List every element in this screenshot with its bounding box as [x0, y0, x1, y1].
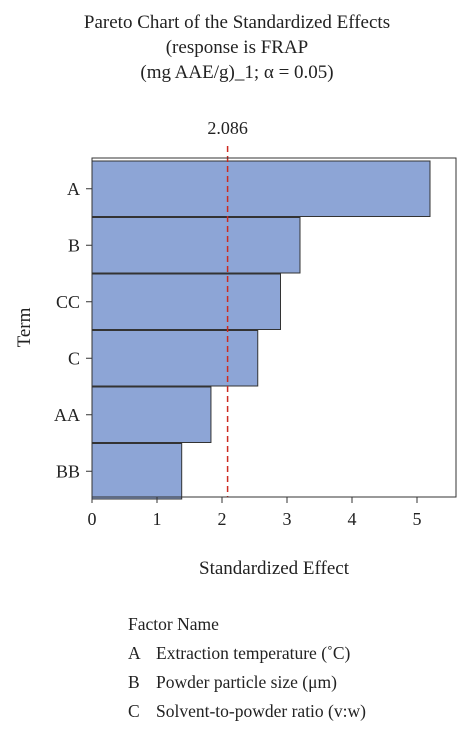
- y-tick-label: A: [67, 179, 80, 199]
- x-axis-label: Standardized Effect: [199, 558, 350, 579]
- bars-layer: [91, 160, 431, 500]
- bar-a: [91, 160, 431, 217]
- chart-title: Pareto Chart of the Standardized Effects…: [0, 10, 474, 85]
- bar-c: [91, 330, 259, 387]
- plot-frame: [91, 157, 457, 498]
- x-axis: 0 1 2 3 4 5: [88, 497, 422, 529]
- y-tick-label: AA: [54, 405, 80, 425]
- legend-item-c: C Solvent-to-powder ratio (v:w): [128, 697, 366, 726]
- x-tick-label: 4: [348, 509, 357, 529]
- y-axis-label: Term: [14, 307, 35, 347]
- chart-title-line-3: (mg AAE/g)_1; α = 0.05): [140, 62, 334, 83]
- y-tick-label: C: [68, 348, 80, 368]
- legend-item-code: C: [128, 701, 140, 721]
- y-tick-label: BB: [56, 461, 80, 481]
- bar-aa: [91, 386, 212, 443]
- x-tick-label: 1: [153, 509, 162, 529]
- reference-line-label: 2.086: [207, 118, 248, 138]
- chart-title-line-2: (response is FRAP: [165, 37, 309, 58]
- bar-bb: [91, 443, 183, 500]
- legend-title: Factor Name: [128, 614, 219, 634]
- y-tick-label: B: [68, 235, 80, 255]
- x-tick-label: 2: [218, 509, 227, 529]
- legend-item-name: Extraction temperature (˚C): [156, 643, 351, 663]
- chart-title-line-1: Pareto Chart of the Standardized Effects: [83, 12, 391, 33]
- bar-cc: [91, 273, 281, 330]
- legend-item-code: A: [128, 643, 141, 663]
- legend-item-name: Powder particle size (μm): [156, 672, 337, 692]
- y-tick-label: CC: [56, 292, 80, 312]
- x-tick-label: 0: [88, 509, 97, 529]
- factor-legend: Factor Name A Extraction temperature (˚C)…: [128, 610, 366, 726]
- legend-item-a: A Extraction temperature (˚C): [128, 639, 366, 668]
- x-tick-label: 3: [283, 509, 292, 529]
- legend-item-code: B: [128, 672, 140, 692]
- legend-item-name: Solvent-to-powder ratio (v:w): [156, 701, 366, 721]
- legend-item-b: B Powder particle size (μm): [128, 668, 366, 697]
- bar-b: [91, 217, 301, 274]
- x-tick-label: 5: [413, 509, 422, 529]
